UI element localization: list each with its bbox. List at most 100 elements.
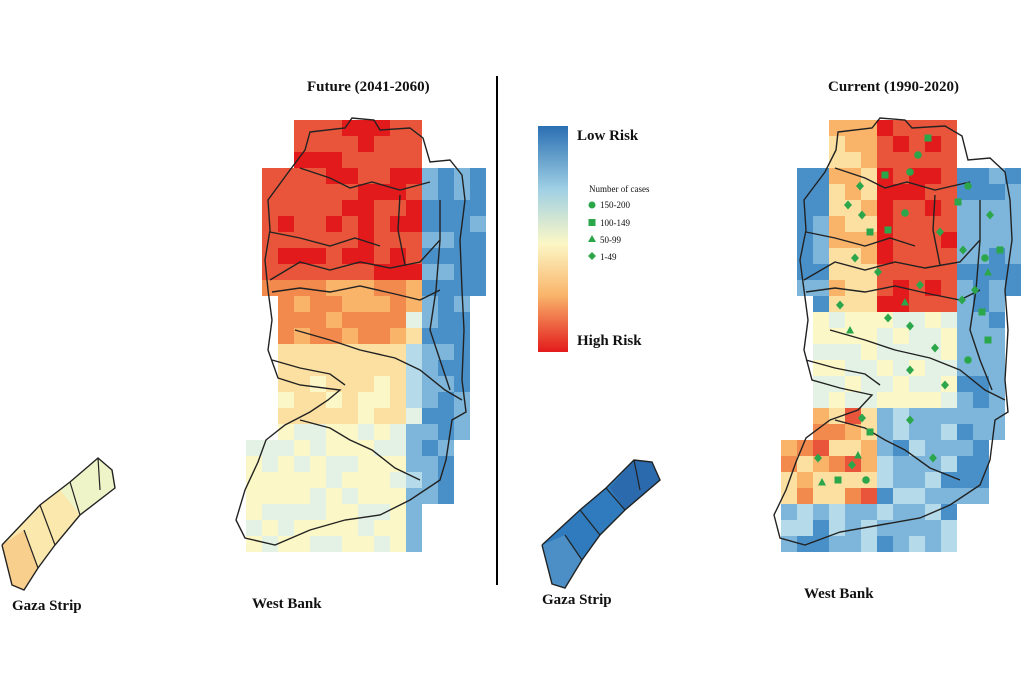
risk-cell [374, 136, 390, 152]
risk-cell [326, 184, 342, 200]
risk-cell [438, 312, 454, 328]
risk-cell [909, 520, 925, 536]
risk-cell [973, 456, 989, 472]
risk-cell [877, 520, 893, 536]
risk-cell [422, 344, 438, 360]
risk-cell [278, 344, 294, 360]
risk-cell [374, 520, 390, 536]
risk-cell [342, 536, 358, 552]
risk-cell [390, 312, 406, 328]
risk-cell [454, 184, 470, 200]
risk-cell [861, 296, 877, 312]
risk-cell [829, 344, 845, 360]
risk-cell [342, 200, 358, 216]
risk-cell [845, 408, 861, 424]
risk-cell [813, 504, 829, 520]
risk-cell [294, 168, 310, 184]
risk-cell [278, 312, 294, 328]
risk-cell [374, 408, 390, 424]
risk-cell [877, 376, 893, 392]
risk-cell [374, 264, 390, 280]
risk-cell [422, 200, 438, 216]
risk-cell [973, 184, 989, 200]
risk-cell [326, 200, 342, 216]
risk-cell [877, 136, 893, 152]
risk-cell [454, 200, 470, 216]
future-westbank-label: West Bank [252, 596, 322, 612]
risk-cell [877, 264, 893, 280]
risk-cell [893, 120, 909, 136]
risk-cell [326, 216, 342, 232]
risk-cell [438, 264, 454, 280]
risk-cell [797, 536, 813, 552]
legend-diamond-marker [588, 252, 596, 260]
risk-cell [310, 312, 326, 328]
case-marker [936, 227, 944, 237]
risk-cell [342, 456, 358, 472]
risk-cell [909, 472, 925, 488]
risk-cell [973, 168, 989, 184]
risk-cell [278, 504, 294, 520]
case-marker [874, 267, 882, 277]
risk-cell [310, 488, 326, 504]
risk-cell [358, 264, 374, 280]
risk-cell [454, 312, 470, 328]
risk-cell [358, 136, 374, 152]
risk-cell [989, 312, 1005, 328]
risk-cell [390, 424, 406, 440]
risk-cell [390, 488, 406, 504]
case-marker [901, 209, 909, 217]
risk-cell [326, 152, 342, 168]
risk-cell [845, 184, 861, 200]
case-marker [964, 182, 972, 190]
risk-cell [374, 504, 390, 520]
risk-cell [358, 536, 374, 552]
risk-cell [310, 136, 326, 152]
risk-cell [358, 120, 374, 136]
risk-cell [358, 152, 374, 168]
risk-cell [358, 424, 374, 440]
risk-cell [845, 296, 861, 312]
risk-cell [374, 392, 390, 408]
risk-cell [925, 536, 941, 552]
risk-cell [406, 504, 422, 520]
risk-cell [358, 328, 374, 344]
risk-cell [326, 168, 342, 184]
risk-cell [909, 264, 925, 280]
current-westbank-label: West Bank [804, 586, 874, 602]
risk-cell [941, 504, 957, 520]
risk-cell [326, 472, 342, 488]
case-marker [906, 365, 914, 375]
risk-cell [925, 184, 941, 200]
risk-cell [861, 216, 877, 232]
risk-cell [406, 408, 422, 424]
risk-cell [957, 408, 973, 424]
risk-cell [1005, 248, 1021, 264]
risk-cell [797, 232, 813, 248]
risk-cell [989, 296, 1005, 312]
risk-cell [358, 408, 374, 424]
case-marker [929, 453, 937, 463]
risk-cell [342, 472, 358, 488]
risk-cell [294, 456, 310, 472]
risk-cell [390, 200, 406, 216]
risk-cell [390, 280, 406, 296]
risk-cell [829, 424, 845, 440]
case-marker [844, 200, 852, 210]
risk-cell [390, 520, 406, 536]
risk-cell [973, 296, 989, 312]
risk-cell [358, 312, 374, 328]
risk-cell [438, 456, 454, 472]
risk-cell [406, 392, 422, 408]
risk-cell [957, 168, 973, 184]
case-marker [814, 453, 822, 463]
risk-cell [470, 248, 486, 264]
risk-cell [438, 232, 454, 248]
legend-case-square-label: 100-149 [600, 218, 630, 228]
risk-cell [909, 184, 925, 200]
risk-cell [893, 152, 909, 168]
risk-cell [925, 424, 941, 440]
risk-cell [422, 440, 438, 456]
risk-cell [310, 360, 326, 376]
case-marker [964, 356, 972, 364]
